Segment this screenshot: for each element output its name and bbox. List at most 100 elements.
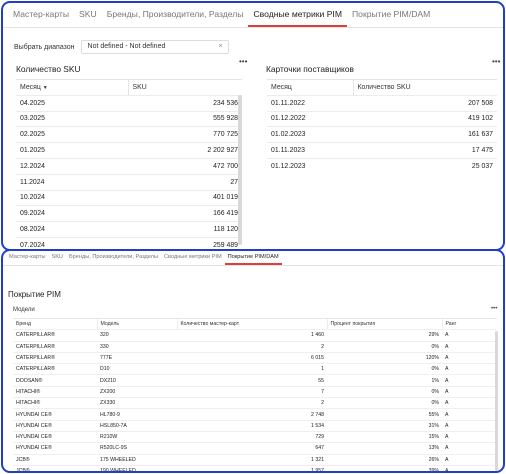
column-header-month[interactable]: Месяц: [267, 79, 353, 96]
supplier-table-container: Месяц Количество SKU 01.11.2022 207 508 01…: [267, 79, 497, 169]
sku-count-cell: 25 037: [353, 158, 497, 169]
sku-panel-title: Количество SKU: [16, 64, 81, 74]
table-row: CATERPILLAR® 320 1 460 29% A: [13, 329, 497, 342]
summary-metrics-panel: Мастер-карты SKU Бренды, Производители, Ра…: [1, 1, 505, 251]
table-row: 01.12.2023 25 037: [267, 158, 497, 169]
month-cell: 11.2024: [16, 174, 128, 191]
table-row: 02.2025 770 725: [16, 126, 242, 144]
range-filter: Выбрать диапазон Not defined - Not defin…: [14, 39, 503, 55]
table-row: 01.2025 2 202 927: [16, 142, 242, 159]
model-cell: 320: [97, 329, 177, 342]
sku-cell: 118 120: [128, 221, 242, 238]
sku-count-cell: 207 508: [353, 95, 497, 112]
table-row: HYUNDAI CE® HL780-9 2 748 55% A: [13, 408, 497, 421]
master-card-count-cell: 6 015: [177, 352, 327, 365]
column-header-sku-count[interactable]: Количество SKU: [352, 79, 497, 96]
table-row: 04.2025 234 536: [16, 95, 242, 112]
table-row: 11.2024 27: [16, 174, 242, 191]
models-more-icon[interactable]: •••: [491, 306, 498, 312]
brand-cell: DOOSAN®: [13, 374, 97, 387]
coverage-percent-cell: 26%: [327, 454, 442, 466]
tab-sku[interactable]: SKU: [79, 9, 97, 19]
table-row: 01.11.2022 207 508: [267, 95, 497, 112]
table-row: 09.2024 166 419: [16, 205, 242, 223]
month-cell: 01.2025: [16, 142, 128, 159]
brand-cell: CATERPILLAR®: [13, 329, 97, 342]
range-select[interactable]: Not defined - Not defined ×: [80, 40, 229, 54]
sku-cell: 27: [128, 174, 242, 191]
model-cell: 777E: [97, 352, 177, 365]
column-header-sku[interactable]: SKU: [127, 79, 242, 96]
table-row: 01.02.2023 161 637: [267, 126, 497, 144]
tab-master-cards[interactable]: Мастер-карты: [9, 254, 46, 260]
month-cell: 01.11.2022: [267, 95, 353, 112]
models-table-scrollbar[interactable]: [495, 331, 498, 471]
sku-cell: 555 928: [128, 111, 242, 128]
table-row: CATERPILLAR® 330 2 0% A: [13, 341, 497, 353]
coverage-percent-cell: 1%: [327, 374, 442, 387]
model-cell: R520LC-9S: [97, 442, 177, 455]
tab-summary-metrics[interactable]: Сводные метрики PIM: [164, 254, 222, 260]
coverage-percent-cell: 0%: [327, 363, 442, 376]
tab-sku[interactable]: SKU: [51, 254, 63, 260]
month-cell: 02.2025: [16, 126, 128, 144]
table-row: HYUNDAI CE® R210W 729 15% A: [13, 431, 497, 444]
table-row: JCB® 190 WHEELED 1 957 39% A: [13, 465, 497, 471]
model-cell: D10: [97, 363, 177, 376]
master-card-count-cell: 2: [177, 397, 327, 410]
tab-brands[interactable]: Бренды, Производители, Разделы: [106, 9, 244, 19]
rank-cell: A: [442, 329, 497, 342]
column-header-rank[interactable]: Ранг: [441, 318, 497, 331]
range-filter-label: Выбрать диапазон: [14, 43, 75, 51]
month-cell: 01.12.2023: [267, 158, 353, 169]
table-row: 10.2024 401 019: [16, 190, 242, 207]
sku-cell: 234 536: [128, 95, 242, 112]
tab-pim-dam-coverage[interactable]: Покрытие PIM/DAM: [351, 9, 431, 19]
month-cell: 09.2024: [16, 205, 128, 223]
clear-icon[interactable]: ×: [218, 43, 223, 50]
master-card-count-cell: 7: [177, 386, 327, 399]
table-row: 03.2025 555 928: [16, 111, 242, 128]
master-card-count-cell: 729: [177, 431, 327, 444]
brand-cell: HYUNDAI CE®: [13, 420, 97, 432]
model-cell: R210W: [97, 431, 177, 444]
sku-panel-more-icon[interactable]: •••: [239, 57, 248, 66]
table-row: 12.2024 472 700: [16, 158, 242, 175]
column-header-master-card-count[interactable]: Количество мастер-карт: [176, 318, 327, 331]
column-header-brand[interactable]: Бренд: [13, 318, 97, 331]
supplier-panel-more-icon[interactable]: •••: [492, 57, 501, 66]
table-row: CATERPILLAR® D10 1 0% A: [13, 363, 497, 376]
month-cell: 04.2025: [16, 95, 128, 112]
column-header-model[interactable]: Модель: [96, 318, 177, 331]
model-cell: 175 WHEELED: [97, 454, 177, 466]
models-subtitle: Модели: [13, 307, 35, 313]
coverage-percent-cell: 55%: [327, 408, 442, 421]
sku-cell: 259 489: [128, 237, 242, 249]
sku-table: Месяц ▼ SKU 04.2025 234 536 03.2025 555 928 0…: [16, 79, 242, 249]
sku-table-scrollbar[interactable]: [238, 95, 242, 245]
tab-brands[interactable]: Бренды, Производители, Разделы: [68, 254, 159, 260]
table-row: HITACHI® ZX200 7 0% A: [13, 386, 497, 399]
coverage-percent-cell: 13%: [327, 442, 442, 455]
table-row: HITACHI® ZX330 2 0% A: [13, 397, 497, 410]
sku-cell: 770 725: [128, 126, 242, 144]
table-row: JCB® 175 WHEELED 1 321 26% A: [13, 454, 497, 466]
models-table-container: Бренд Модель Количество мастер-карт Процент…: [13, 318, 497, 471]
tab-pim-dam-coverage[interactable]: Покрытие PIM/DAM: [224, 254, 282, 265]
column-header-month[interactable]: Месяц ▼: [16, 79, 128, 96]
rank-cell: A: [442, 420, 497, 432]
model-cell: ZX330: [97, 397, 177, 410]
coverage-percent-cell: 120%: [327, 352, 442, 365]
rank-cell: A: [442, 341, 497, 353]
tab-summary-metrics[interactable]: Сводные метрики PIM: [248, 9, 347, 27]
brand-cell: CATERPILLAR®: [13, 363, 97, 376]
sku-cell: 472 700: [128, 158, 242, 175]
brand-cell: HYUNDAI CE®: [13, 408, 97, 421]
coverage-percent-cell: 31%: [327, 420, 442, 432]
table-row: HYUNDAI CE® R520LC-9S 647 13% A: [13, 442, 497, 455]
table-row: 01.12.2022 419 102: [267, 111, 497, 128]
tab-master-cards[interactable]: Мастер-карты: [13, 9, 70, 19]
rank-cell: A: [442, 363, 497, 376]
column-header-coverage-percent[interactable]: Процент покрытия: [326, 318, 442, 331]
month-cell: 12.2024: [16, 158, 128, 175]
